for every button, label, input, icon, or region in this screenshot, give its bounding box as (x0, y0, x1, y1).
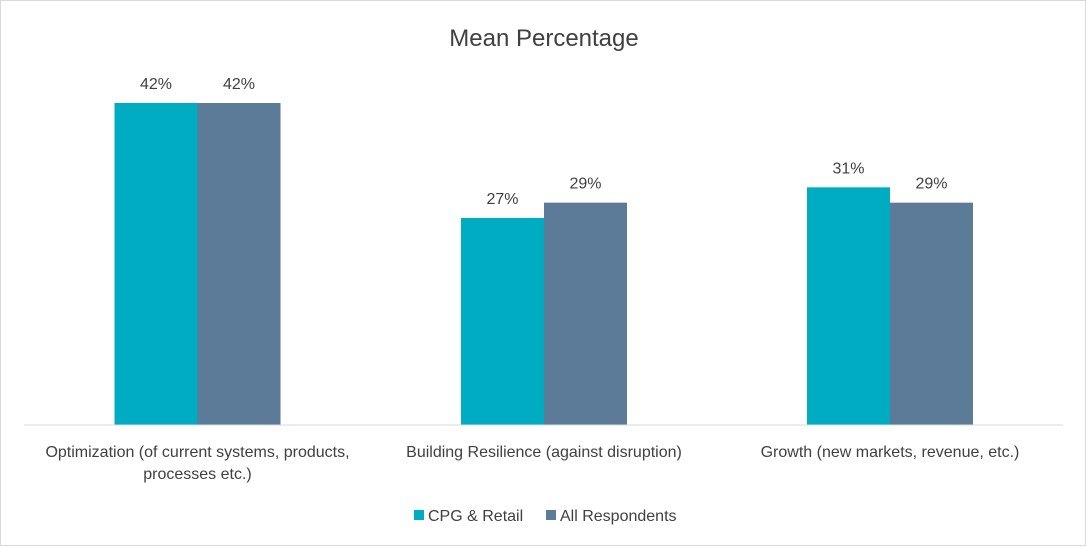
legend-label-all-respondents: All Respondents (560, 508, 677, 525)
legend-swatch-all-respondents (546, 510, 556, 520)
legend-swatch-cpg-retail (414, 510, 424, 520)
data-label-all-respondents-2: 29% (569, 176, 601, 193)
legend: CPG & Retail All Respondents (414, 508, 677, 525)
chart-title: Mean Percentage (449, 25, 638, 52)
data-labels-group: 42% 42% 27% 29% 31% 29% (140, 76, 948, 208)
data-label-all-respondents-1: 42% (223, 76, 255, 93)
bar-all-respondents-1 (197, 103, 281, 425)
data-label-cpg-retail-1: 42% (140, 76, 172, 93)
category-label-1-line-2: processes etc.) (143, 466, 251, 483)
data-label-all-respondents-3: 29% (915, 176, 947, 193)
data-label-cpg-retail-3: 31% (832, 160, 864, 177)
category-label-2-line-1: Building Resilience (against disruption) (406, 444, 682, 461)
category-label-3-line-1: Growth (new markets, revenue, etc.) (761, 444, 1020, 461)
category-labels-group: Optimization (of current systems, produc… (45, 444, 1019, 483)
bar-all-respondents-2 (544, 202, 627, 425)
bars-group (114, 103, 973, 425)
bar-all-respondents-3 (890, 202, 973, 425)
category-label-1-line-1: Optimization (of current systems, produc… (45, 444, 349, 461)
bar-cpg-retail-1 (114, 103, 198, 425)
legend-label-cpg-retail: CPG & Retail (428, 508, 523, 525)
bar-cpg-retail-2 (461, 218, 544, 425)
bar-cpg-retail-3 (807, 187, 890, 425)
data-label-cpg-retail-2: 27% (486, 191, 518, 208)
